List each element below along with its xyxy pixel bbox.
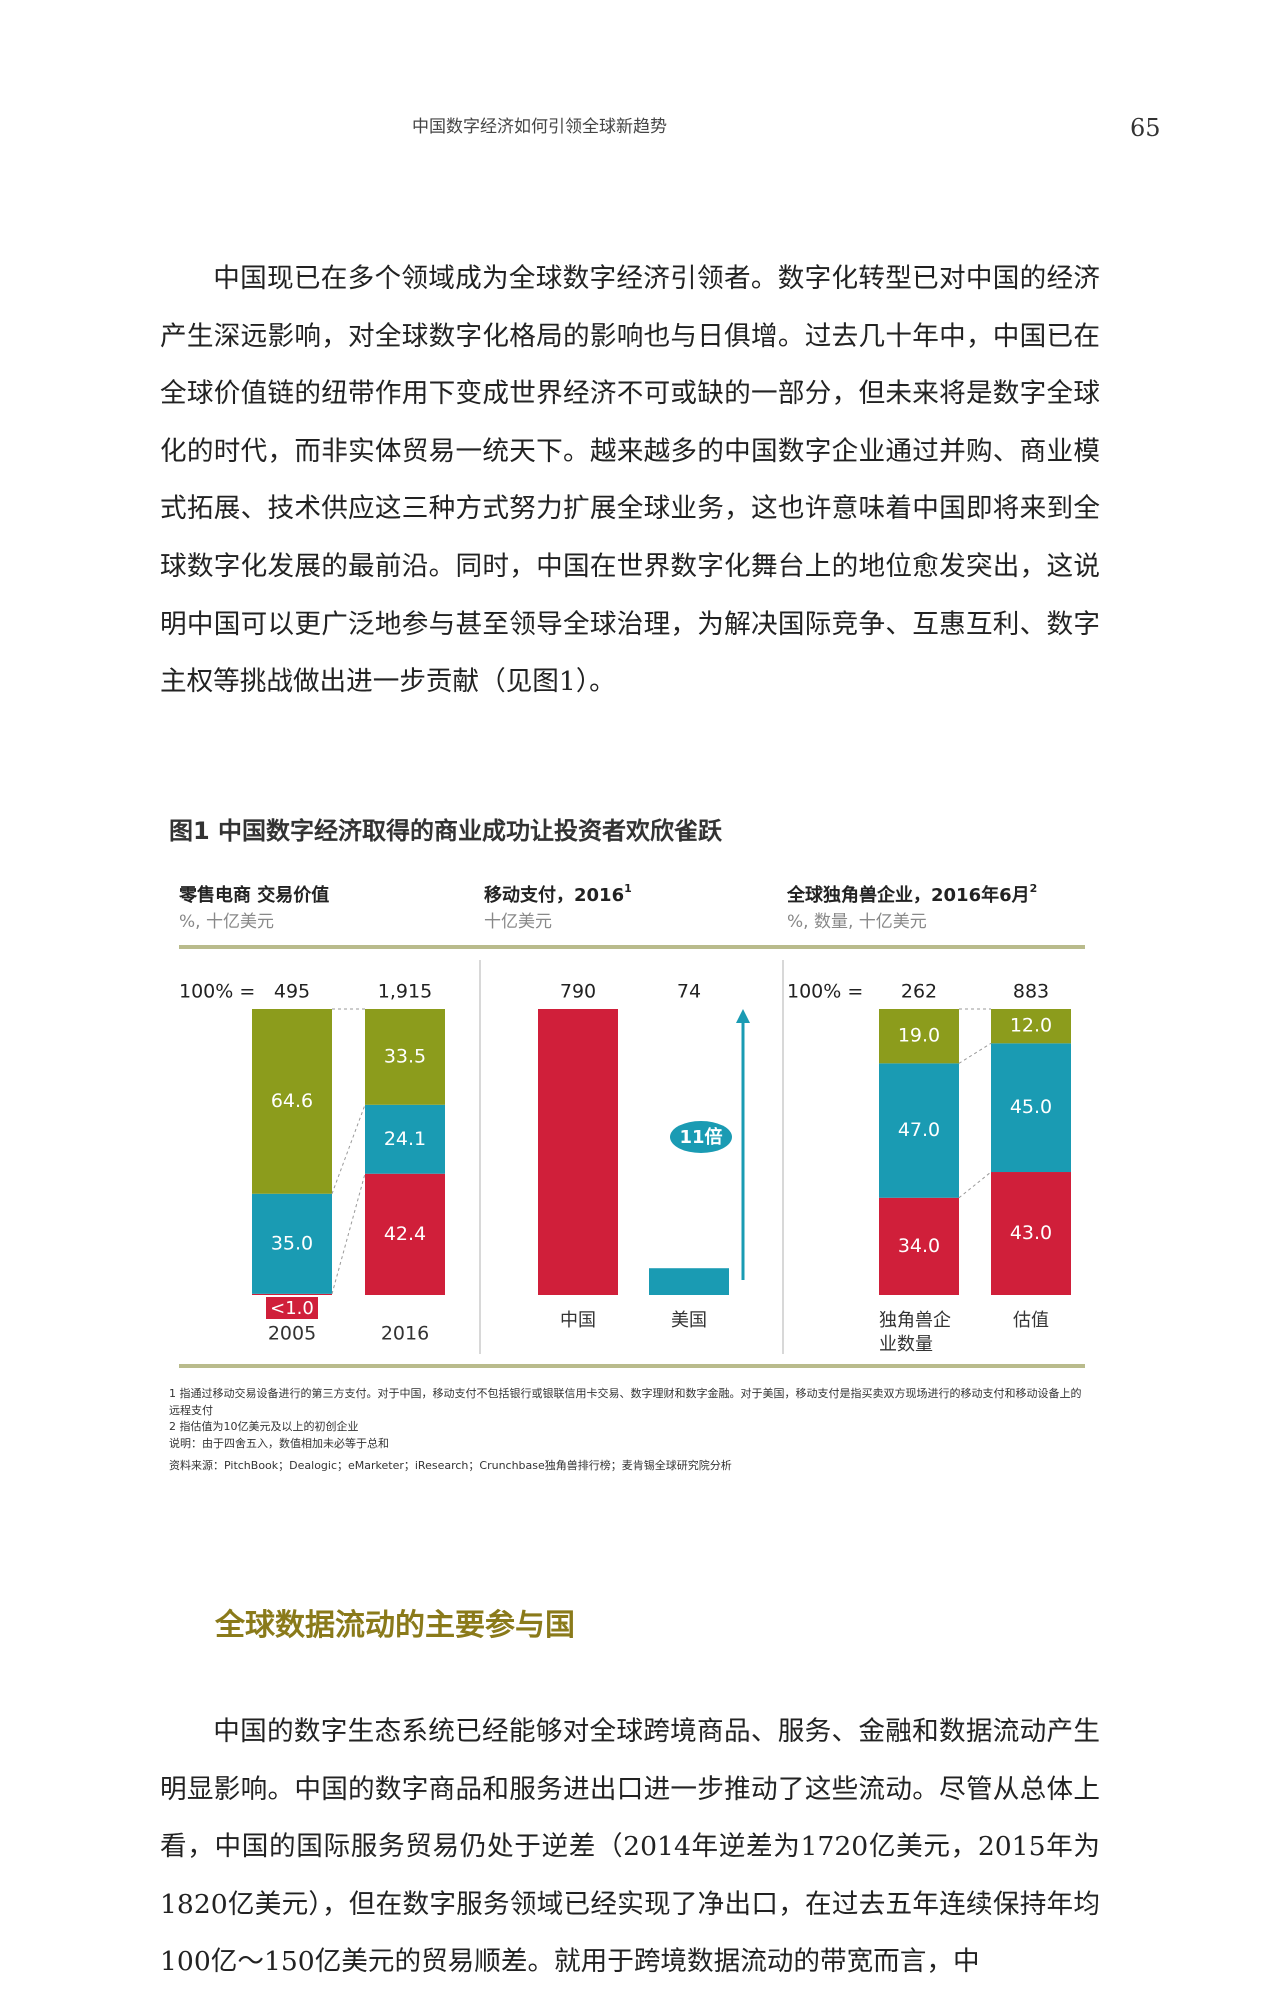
paragraph: 中国的数字生态系统已经能够对全球跨境商品、服务、金融和数据流动产生明显影响。中国…	[160, 1716, 1100, 1978]
value-label: 33.5	[384, 1045, 426, 1067]
value-label: 35.0	[271, 1232, 313, 1254]
footnote-ref: 2	[1030, 882, 1038, 895]
bar-segment	[991, 1172, 1071, 1295]
bar-segment	[365, 1009, 445, 1105]
panel-title: 零售电商 交易价值	[178, 884, 329, 906]
panel-subtitle: %, 十亿美元	[179, 912, 274, 932]
connector	[958, 1171, 992, 1199]
panel-subtitle: %, 数量, 十亿美元	[787, 912, 927, 932]
paragraph: 中国现已在多个领域成为全球数字经济引领者。数字化转型已对中国的经济产生深远影响，…	[160, 263, 1100, 698]
value-label: 64.6	[271, 1090, 313, 1112]
bar	[538, 1009, 618, 1295]
value-label: <1.0	[270, 1298, 314, 1319]
category-label-line: 业数量	[879, 1334, 933, 1355]
value-label: 45.0	[1010, 1096, 1052, 1118]
connector	[331, 1173, 366, 1294]
bar-segment	[991, 1043, 1071, 1173]
value-label: 34.0	[898, 1235, 940, 1257]
note: 2 指估值为10亿美元及以上的初创企业	[169, 1420, 359, 1433]
bar-segment	[365, 1173, 445, 1295]
bar-segment	[365, 1104, 445, 1174]
value-label: 47.0	[898, 1119, 940, 1141]
total-label: 495	[274, 981, 310, 1003]
figure-title: 图1 中国数字经济取得的商业成功让投资者欢欣雀跃	[169, 817, 723, 845]
bar	[649, 1268, 729, 1295]
value-label: 42.4	[384, 1223, 426, 1245]
connector	[958, 1042, 992, 1064]
value-label: 24.1	[384, 1128, 426, 1150]
annotation-badge	[670, 1121, 732, 1153]
category-label-line: 独角兽企	[879, 1310, 951, 1331]
label-box	[266, 1297, 318, 1319]
figure-notes: 1 指通过移动交易设备进行的第三方支付。对于中国，移动支付不包括银行或银联信用卡…	[169, 1386, 1089, 1475]
value-label: 74	[677, 981, 701, 1003]
footnote-ref: 1	[624, 882, 632, 895]
section-heading: 全球数据流动的主要参与国	[215, 1608, 575, 1643]
bar-segment	[991, 1009, 1071, 1044]
value-label: 43.0	[1010, 1222, 1052, 1244]
value-label: 12.0	[1010, 1015, 1052, 1037]
category-label: 估值	[1013, 1310, 1049, 1331]
value-label: 19.0	[898, 1025, 940, 1047]
bar-segment	[252, 1193, 332, 1294]
note: 1 指通过移动交易设备进行的第三方支付。对于中国，移动支付不包括银行或银联信用卡…	[169, 1387, 1082, 1417]
annotation: 11倍	[679, 1126, 722, 1148]
arrow-head	[736, 1009, 750, 1023]
category-label: 2016	[381, 1323, 429, 1345]
total-label: 1,915	[378, 981, 432, 1003]
source: 资料来源：PitchBook；Dealogic；eMarketer；iResea…	[169, 1459, 732, 1472]
bar-segment	[879, 1063, 959, 1198]
panel-title: 全球独角兽企业，2016年6月2	[786, 882, 1037, 906]
bar-segment	[879, 1197, 959, 1295]
running-header: 中国数字经济如何引领全球新趋势	[412, 117, 667, 137]
total-label: 883	[1013, 981, 1049, 1003]
note: 说明：由于四舍五入，数值相加未必等于总和	[169, 1436, 389, 1450]
bar-segment	[252, 1293, 332, 1295]
total-prefix: 100% =	[787, 981, 863, 1003]
bar-segment	[252, 1009, 332, 1194]
total-label: 262	[901, 981, 937, 1003]
page-number: 65	[1130, 114, 1161, 142]
value-label: 790	[560, 981, 596, 1003]
category-label: 2005	[268, 1323, 316, 1345]
category-label: 中国	[560, 1310, 596, 1331]
category-label: 美国	[671, 1310, 707, 1331]
panel-subtitle: 十亿美元	[484, 912, 552, 932]
category-label: 独角兽企业数量	[879, 1310, 951, 1355]
connector	[331, 1104, 366, 1194]
total-prefix: 100% =	[179, 981, 255, 1003]
panel-title: 移动支付，20161	[484, 882, 632, 906]
bar-segment	[879, 1009, 959, 1064]
